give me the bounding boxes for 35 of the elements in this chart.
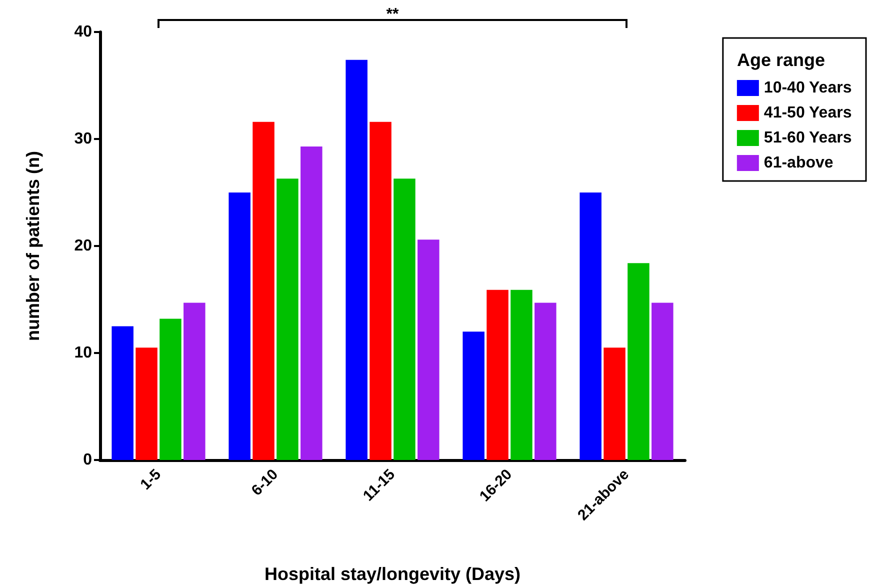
legend-title: Age range [736, 50, 826, 70]
bar [486, 290, 508, 460]
bar [112, 326, 134, 460]
bar [534, 302, 556, 460]
x-tick-label: 1-5 [137, 466, 165, 494]
legend-label: 41-50 Years [764, 104, 852, 122]
y-axis-title: number of patients (n) [23, 151, 43, 341]
bar [160, 318, 182, 460]
bar [136, 348, 158, 460]
bar [462, 332, 484, 460]
x-tick-label: 6-10 [248, 466, 282, 500]
bar [418, 240, 440, 460]
y-tick-label: 40 [74, 24, 92, 40]
y-tick-label: 30 [74, 130, 92, 148]
legend-label: 61-above [764, 154, 834, 172]
bar [510, 290, 532, 460]
bar [276, 178, 298, 460]
bar [652, 302, 674, 460]
bar [228, 192, 250, 460]
bar [300, 146, 322, 460]
legend-label: 51-60 Years [764, 130, 852, 146]
bar [580, 192, 602, 460]
bar [628, 263, 650, 460]
y-tick-label: 10 [74, 344, 92, 362]
y-tick-label: 0 [83, 452, 92, 468]
bar [394, 178, 416, 460]
bar [184, 302, 206, 460]
y-tick-label: 20 [74, 238, 92, 254]
bar [252, 122, 274, 460]
bar [346, 60, 368, 460]
x-axis-title: Hospital stay/longevity (Days) [264, 564, 521, 584]
legend-label: 10-40 Years [764, 80, 852, 96]
text: ** [386, 6, 400, 23]
bar [604, 348, 626, 460]
bar [370, 122, 392, 460]
